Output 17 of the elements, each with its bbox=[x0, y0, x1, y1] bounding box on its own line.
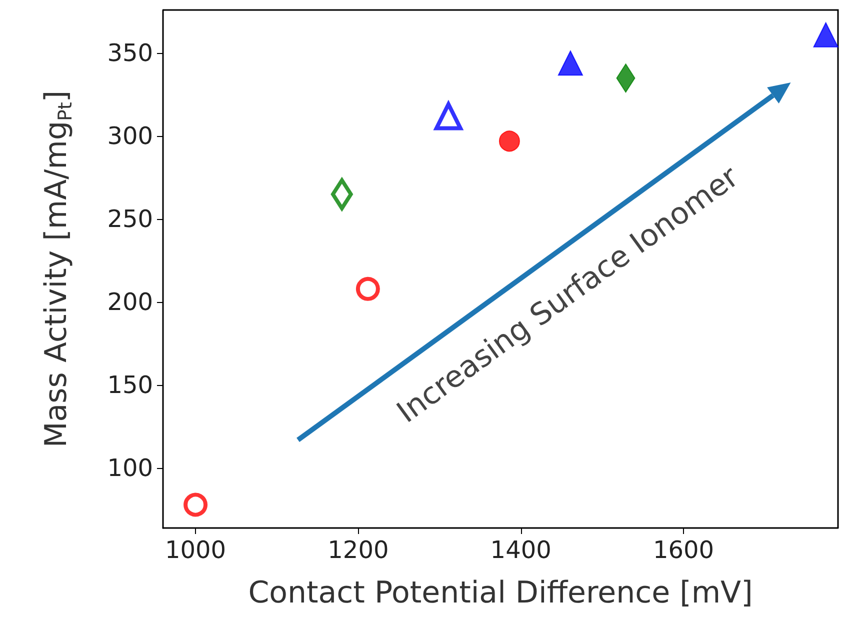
point bbox=[356, 276, 380, 301]
x-tick-label: 1000 bbox=[164, 536, 226, 564]
y-tick-label: 250 bbox=[107, 205, 153, 234]
y-tick-label: 100 bbox=[107, 454, 153, 482]
y-tick-label: 350 bbox=[107, 39, 153, 68]
x-tick-label: 1200 bbox=[328, 536, 389, 564]
y-axis-title: Mass Activity [mA/mgPt] bbox=[39, 90, 76, 448]
x-tick-label: 1600 bbox=[652, 536, 714, 564]
point bbox=[558, 50, 583, 76]
y-tick-label: 150 bbox=[107, 371, 153, 400]
x-axis-title: Contact Potential Difference [mV] bbox=[248, 576, 753, 610]
point bbox=[813, 22, 838, 48]
point bbox=[184, 492, 208, 517]
x-tick-label: 1400 bbox=[490, 536, 552, 564]
point bbox=[498, 130, 520, 152]
y-tick-label: 300 bbox=[107, 122, 153, 150]
y-tick-label: 200 bbox=[107, 288, 153, 316]
